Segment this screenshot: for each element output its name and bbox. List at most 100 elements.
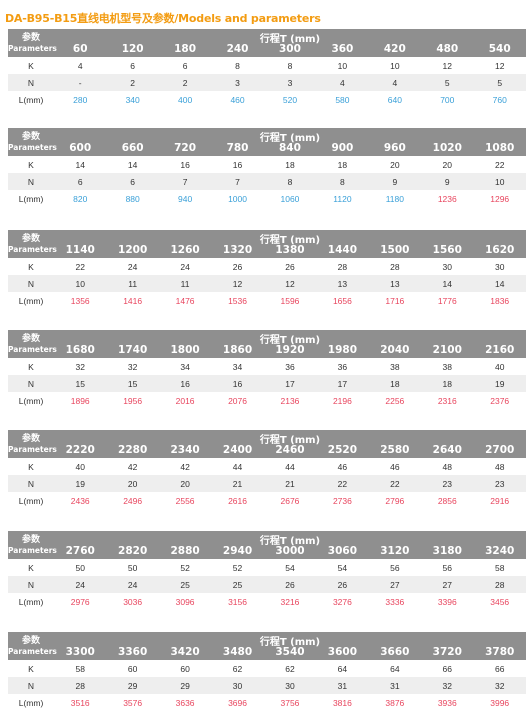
table-cell: 42 bbox=[127, 461, 138, 472]
stroke-value: 1320 bbox=[222, 244, 253, 256]
stroke-value: 1260 bbox=[170, 244, 200, 256]
table-cell: 3996 bbox=[490, 697, 510, 708]
table-cell: 19 bbox=[75, 478, 85, 489]
table-cell: 16 bbox=[232, 159, 243, 170]
table-cell: 18 bbox=[442, 378, 453, 389]
table-row-n: N 10 11 11 12 12 13 13 14 14 bbox=[8, 275, 526, 292]
table-cell: 32 bbox=[442, 680, 453, 691]
row-label: L(mm) bbox=[18, 295, 44, 306]
parameter-table: 参数 Parameters 行程T (mm) 2220 2280 2340 2400 2460… bbox=[8, 430, 526, 509]
table-cell: - bbox=[78, 77, 82, 88]
row-label: K bbox=[28, 261, 34, 272]
stroke-values: 1680 1740 1800 1860 1920 1980 2040 2100 2160 bbox=[54, 344, 526, 356]
table-cell: 2736 bbox=[332, 495, 352, 506]
table-cell: 2 bbox=[182, 77, 188, 88]
table-cell: 28 bbox=[390, 261, 400, 272]
parameter-table: 参数 Parameters 行程T (mm) 3300 3360 3420 3480 3540… bbox=[8, 632, 526, 711]
table-cell: 14 bbox=[442, 278, 453, 289]
table-cell: 20 bbox=[442, 159, 453, 170]
table-cell: 60 bbox=[180, 663, 190, 674]
table-cell: 7 bbox=[235, 176, 240, 187]
row-label: L(mm) bbox=[18, 94, 44, 105]
table-cell: 26 bbox=[285, 579, 295, 590]
table-cell: 64 bbox=[390, 663, 400, 674]
table-cell: 22 bbox=[75, 261, 85, 272]
table-cell: 34 bbox=[180, 361, 190, 372]
table-cell: 280 bbox=[73, 94, 88, 105]
table-cell: 6 bbox=[77, 176, 83, 187]
stroke-value: 180 bbox=[174, 43, 197, 55]
stroke-value: 420 bbox=[383, 43, 406, 55]
table-cell: 2436 bbox=[70, 495, 90, 506]
table-header: 参数 Parameters 行程T (mm) 3300 3360 3420 3480 3540… bbox=[8, 632, 526, 660]
table-cell: 8 bbox=[235, 60, 240, 71]
table-cell: 60 bbox=[127, 663, 138, 674]
stroke-value: 1860 bbox=[222, 344, 253, 356]
table-cell: 17 bbox=[285, 378, 295, 389]
table-cell: 38 bbox=[390, 361, 400, 372]
table-cell: 3816 bbox=[332, 697, 352, 708]
stroke-values: 600 660 720 780 840 900 960 1020 1080 bbox=[54, 142, 526, 154]
row-label: N bbox=[27, 478, 35, 489]
table-cell: 1416 bbox=[123, 295, 143, 306]
table-cell: 24 bbox=[75, 579, 85, 590]
table-cell: 50 bbox=[127, 562, 138, 573]
param-en-label: Parameters bbox=[8, 44, 57, 53]
table-cell: 18 bbox=[285, 159, 295, 170]
table-cell: 30 bbox=[285, 680, 295, 691]
table-cell: 10 bbox=[337, 60, 348, 71]
table-cell: 28 bbox=[337, 261, 348, 272]
row-label: N bbox=[27, 278, 35, 289]
table-cell: 760 bbox=[492, 94, 507, 105]
table-cell: 1536 bbox=[228, 295, 247, 306]
stroke-label: 行程T (mm) bbox=[259, 34, 321, 45]
table-cell: 21 bbox=[232, 478, 243, 489]
table-cell: 56 bbox=[442, 562, 453, 573]
table-cell: 32 bbox=[127, 361, 138, 372]
table-cell: 44 bbox=[232, 461, 243, 472]
table-cell: 23 bbox=[442, 478, 453, 489]
table-header: 参数 Parameters 行程T (mm) 1140 1200 1260 1320 1380… bbox=[8, 230, 526, 258]
table-cell: 23 bbox=[494, 478, 505, 489]
row-label: N bbox=[27, 378, 35, 389]
stroke-value: 780 bbox=[226, 142, 249, 154]
stroke-value: 3480 bbox=[222, 646, 253, 658]
row-label: K bbox=[28, 60, 34, 71]
table-cell: 7 bbox=[182, 176, 188, 187]
table-cell: 3 bbox=[235, 77, 240, 88]
table-cell: 2076 bbox=[228, 395, 247, 406]
table-cell: 4 bbox=[392, 77, 398, 88]
table-cell: 6 bbox=[182, 60, 188, 71]
table-cell: 20 bbox=[390, 159, 400, 170]
table-cell: 46 bbox=[337, 461, 348, 472]
table-cell: 54 bbox=[285, 562, 295, 573]
table-cell: 3696 bbox=[228, 697, 247, 708]
table-cell: 10 bbox=[494, 176, 505, 187]
table-cell: 22 bbox=[390, 478, 400, 489]
stroke-value: 3600 bbox=[327, 646, 358, 658]
row-label: K bbox=[28, 159, 34, 170]
stroke-value: 360 bbox=[331, 43, 354, 55]
table-cell: 20 bbox=[127, 478, 138, 489]
parameter-caption: 参数 Parameters bbox=[8, 29, 57, 57]
stroke-value: 600 bbox=[69, 142, 92, 154]
table-cell: 48 bbox=[494, 461, 505, 472]
table-cell: 25 bbox=[180, 579, 190, 590]
table-cell: 26 bbox=[337, 579, 348, 590]
stroke-label: 行程T (mm) bbox=[259, 435, 321, 446]
table-cell: 9 bbox=[444, 176, 450, 187]
table-cell: 3636 bbox=[175, 697, 195, 708]
stroke-value: 2400 bbox=[222, 444, 253, 456]
table-cell: 1596 bbox=[280, 295, 300, 306]
table-row-l: L(mm) 280 340 400 460 520 580 640 700 760 bbox=[8, 91, 526, 108]
table-cell: 18 bbox=[390, 378, 400, 389]
table-header: 参数 Parameters 行程T (mm) 1680 1740 1800 1860 1920… bbox=[8, 330, 526, 358]
table-cell: 15 bbox=[75, 378, 85, 389]
table-cell: 28 bbox=[75, 680, 85, 691]
stroke-value: 3000 bbox=[275, 545, 305, 557]
table-header: 参数 Parameters 行程T (mm) 600 660 720 780 840 900 96… bbox=[8, 128, 526, 156]
stroke-value: 1800 bbox=[170, 344, 200, 356]
table-cell: 3096 bbox=[175, 596, 195, 607]
table-cell: 22 bbox=[337, 478, 348, 489]
stroke-value: 2640 bbox=[432, 444, 462, 456]
